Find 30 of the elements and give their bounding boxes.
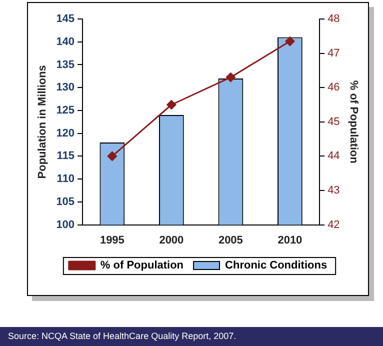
point <box>226 72 236 82</box>
y2-tick-label: 43 <box>328 184 340 197</box>
y-tick-label: 145 <box>56 13 75 26</box>
x-tick-label: 2010 <box>278 234 302 246</box>
y-tick-label: 100 <box>56 218 75 231</box>
y2-tick-label: 47 <box>328 47 340 60</box>
source-note: Source: NCQA State of HealthCare Quality Report, 2007. <box>0 327 383 346</box>
y-tick-label: 105 <box>56 196 75 208</box>
y2-tick-label: 46 <box>328 82 340 94</box>
y-axis-title: Population in Millions <box>36 65 49 179</box>
y2-axis-title: % of Population <box>347 80 360 164</box>
legend-label: % of Population <box>100 260 184 272</box>
y-tick-label: 115 <box>56 150 75 162</box>
x-tick-label: 2005 <box>218 234 243 246</box>
legend-label: Chronic Conditions <box>225 260 328 272</box>
y-tick-label: 130 <box>56 82 75 94</box>
y-tick-label: 125 <box>56 104 75 116</box>
point <box>166 100 176 110</box>
y-tick-label: 120 <box>56 127 75 140</box>
y2-tick-label: 44 <box>328 150 340 162</box>
y2-tick-label: 45 <box>328 116 340 128</box>
y-tick-label: 135 <box>56 58 75 71</box>
x-tick-label: 2000 <box>159 234 184 246</box>
y2-tick-label: 48 <box>328 13 340 26</box>
point <box>285 36 295 46</box>
y-tick-label: 110 <box>56 173 75 186</box>
x-tick-label: 1995 <box>100 234 124 246</box>
y2-tick-label: 42 <box>328 218 340 231</box>
y-tick-label: 140 <box>56 36 75 48</box>
point <box>107 151 117 161</box>
